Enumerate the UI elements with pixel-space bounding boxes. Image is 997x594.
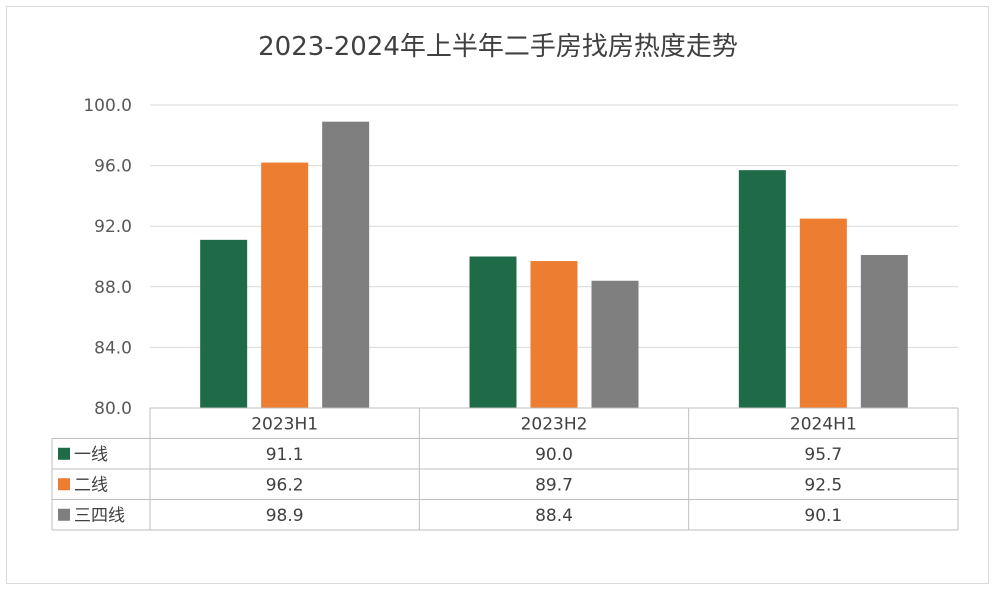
- data-label: 88.4: [535, 506, 573, 526]
- data-label: 91.1: [266, 445, 304, 465]
- data-label: 89.7: [535, 475, 573, 495]
- y-tick-label: 84.0: [94, 338, 132, 358]
- data-label: 92.5: [804, 475, 842, 495]
- bar: [261, 162, 309, 408]
- y-tick-label: 92.0: [94, 217, 132, 237]
- legend-swatch: [58, 447, 70, 460]
- y-tick-label: 88.0: [94, 278, 132, 298]
- legend-swatch: [58, 478, 70, 491]
- bar: [591, 280, 639, 408]
- data-label: 98.9: [266, 506, 304, 526]
- category-label: 2023H2: [521, 414, 588, 434]
- bar: [469, 256, 517, 408]
- legend-label: 三四线: [74, 506, 125, 526]
- category-label: 2023H1: [251, 414, 318, 434]
- bar: [860, 254, 908, 408]
- category-label: 2024H1: [790, 414, 857, 434]
- bar: [738, 170, 786, 408]
- bar: [799, 218, 847, 408]
- data-label: 90.0: [535, 445, 573, 465]
- data-label: 96.2: [266, 475, 304, 495]
- bar: [530, 261, 578, 408]
- bar: [322, 121, 370, 408]
- legend-label: 一线: [74, 445, 108, 465]
- y-tick-label: 80.0: [94, 399, 132, 419]
- data-label: 90.1: [804, 506, 842, 526]
- bar: [200, 239, 248, 408]
- legend-label: 二线: [74, 475, 108, 495]
- y-tick-label: 100.0: [83, 96, 132, 116]
- chart-title: 2023-2024年上半年二手房找房热度走势: [258, 32, 738, 62]
- y-tick-label: 96.0: [94, 157, 132, 177]
- data-table: 2023H1 2023H2 2024H1 一线 91.1 90.0 95.7 二线 96.2 89…: [51, 407, 959, 531]
- bar-layer: [200, 121, 908, 408]
- data-label: 95.7: [804, 445, 842, 465]
- legend-swatch: [58, 508, 70, 521]
